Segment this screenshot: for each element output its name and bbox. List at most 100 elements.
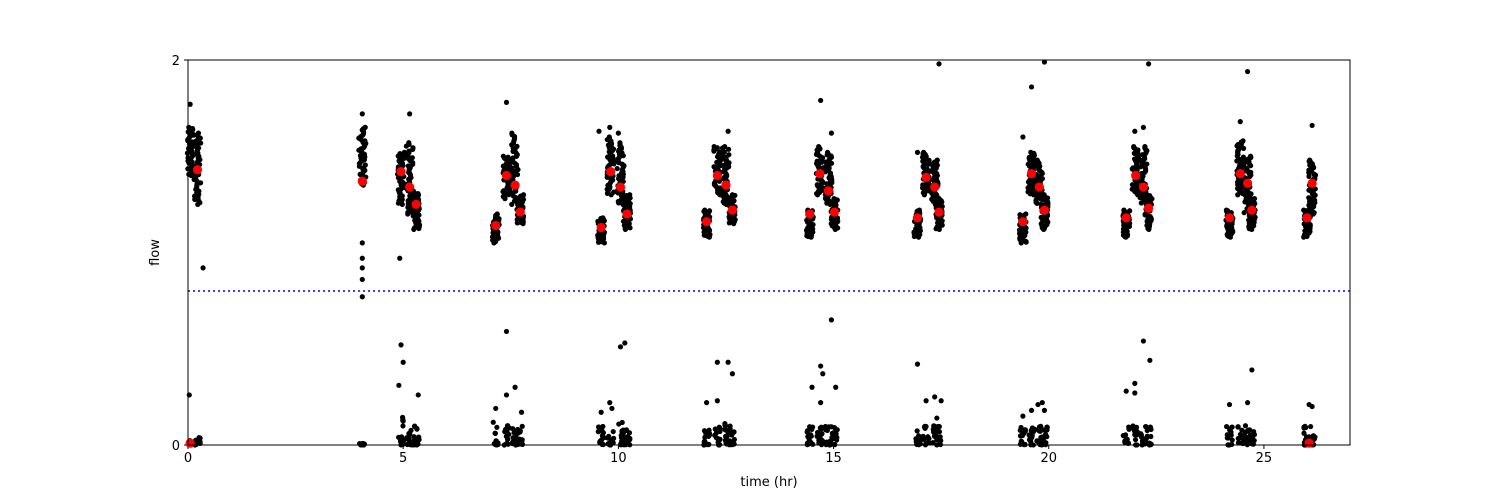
raw-data-point	[622, 428, 628, 434]
mean-data-point	[491, 220, 501, 231]
raw-data-point	[1229, 437, 1235, 443]
raw-data-point	[818, 400, 824, 406]
mean-data-point	[1026, 168, 1037, 179]
raw-data-point	[191, 132, 197, 138]
raw-data-point	[1018, 424, 1024, 431]
raw-data-point	[1223, 207, 1230, 213]
raw-data-point	[722, 144, 728, 150]
raw-data-point	[711, 164, 717, 170]
raw-data-point	[1137, 157, 1144, 163]
raw-data-point	[1244, 400, 1251, 406]
raw-data-point	[359, 276, 365, 283]
raw-data-point	[619, 419, 625, 426]
raw-data-point	[1147, 357, 1153, 363]
raw-data-point	[359, 265, 365, 271]
raw-data-point	[1239, 440, 1245, 446]
raw-data-point	[1242, 423, 1249, 429]
raw-data-point	[1129, 182, 1136, 188]
raw-data-point	[808, 433, 814, 439]
raw-data-point	[1126, 424, 1132, 430]
raw-data-point	[599, 441, 605, 448]
raw-data-point	[622, 340, 628, 346]
raw-data-point	[398, 342, 404, 348]
raw-data-point	[1309, 403, 1315, 410]
raw-data-point	[411, 434, 417, 440]
raw-data-point	[729, 371, 736, 377]
raw-data-point	[414, 425, 420, 432]
y-tick-label: 0	[172, 439, 180, 454]
mean-data-point	[606, 167, 616, 177]
raw-data-point	[600, 215, 606, 221]
raw-data-point	[818, 363, 824, 369]
raw-data-point	[726, 146, 732, 152]
raw-data-point	[938, 398, 944, 404]
raw-data-point	[509, 130, 515, 136]
raw-data-point	[1039, 427, 1045, 433]
raw-data-point	[193, 439, 199, 445]
raw-data-point	[1031, 426, 1037, 432]
raw-data-point	[714, 359, 720, 365]
mean-data-point	[411, 199, 421, 209]
raw-data-point	[930, 440, 936, 446]
raw-data-point	[727, 438, 733, 444]
x-tick-label: 25	[1256, 451, 1273, 466]
raw-data-point	[1235, 424, 1241, 430]
mean-data-point	[1121, 213, 1131, 223]
raw-data-point	[729, 192, 735, 198]
raw-data-point	[599, 433, 605, 439]
raw-data-point	[617, 344, 624, 350]
mean-data-point	[1034, 182, 1044, 192]
raw-data-point	[725, 359, 731, 365]
x-tick-label: 20	[1040, 451, 1057, 466]
raw-data-point	[1140, 338, 1147, 344]
raw-data-point	[1023, 211, 1029, 217]
raw-data-point	[1249, 441, 1255, 447]
raw-data-point	[503, 328, 510, 335]
raw-data-point	[936, 196, 942, 202]
raw-data-point	[1240, 138, 1246, 144]
mean-data-point	[805, 209, 815, 219]
mean-data-point	[515, 207, 525, 217]
raw-data-point	[1041, 59, 1048, 65]
raw-data-point	[494, 211, 500, 217]
raw-data-point	[1140, 124, 1147, 130]
mean-data-point	[357, 176, 367, 186]
raw-data-point	[809, 426, 815, 433]
raw-data-point	[923, 398, 929, 404]
raw-data-point	[725, 128, 731, 134]
raw-data-point	[1131, 144, 1137, 150]
mean-data-point	[1039, 205, 1050, 215]
raw-data-point	[500, 153, 506, 159]
raw-data-point	[1127, 208, 1133, 214]
raw-data-point	[510, 435, 517, 441]
raw-data-point	[1301, 430, 1307, 436]
mean-data-point	[615, 182, 626, 192]
raw-data-point	[934, 157, 940, 163]
raw-data-point	[727, 431, 733, 437]
raw-data-point	[595, 429, 601, 435]
mean-data-point	[721, 180, 731, 190]
raw-data-point	[916, 207, 923, 213]
raw-data-point	[1144, 161, 1150, 167]
raw-data-point	[1143, 424, 1149, 430]
raw-data-point	[1121, 207, 1127, 213]
raw-data-point	[596, 128, 602, 134]
raw-data-point	[606, 134, 612, 140]
raw-data-point	[518, 409, 525, 415]
raw-data-point	[1143, 192, 1149, 198]
y-tick-label: 2	[172, 54, 180, 69]
raw-data-point	[397, 255, 403, 261]
raw-data-point	[824, 181, 830, 187]
raw-data-point	[702, 207, 708, 213]
raw-data-point	[509, 165, 515, 171]
raw-data-point	[198, 140, 204, 146]
raw-data-point	[1306, 173, 1312, 179]
x-tick-label: 15	[825, 451, 842, 466]
mean-data-point	[1302, 213, 1312, 223]
raw-data-point	[1041, 407, 1048, 413]
raw-data-point	[415, 392, 421, 398]
raw-data-point	[186, 124, 192, 130]
raw-data-point	[1020, 134, 1026, 140]
raw-data-point	[1035, 401, 1041, 408]
